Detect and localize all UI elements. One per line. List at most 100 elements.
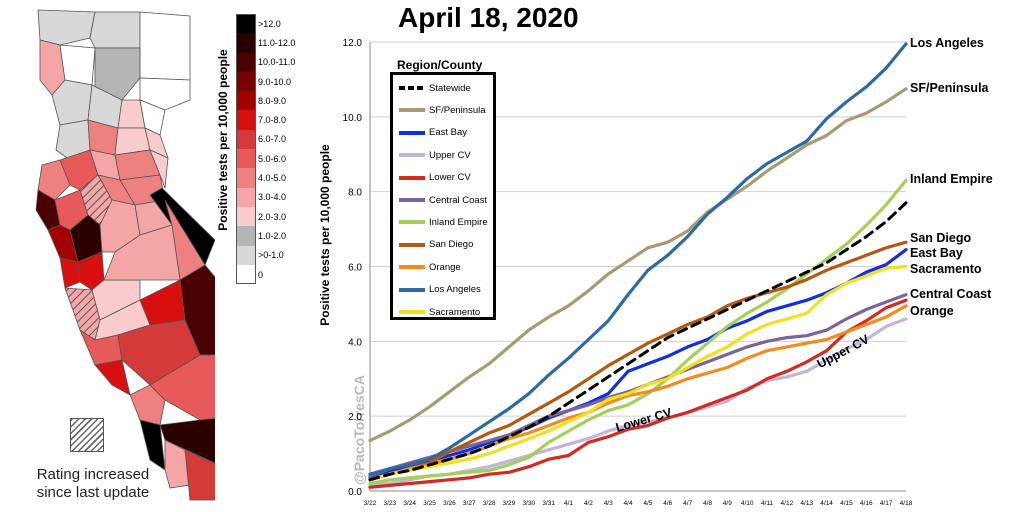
legend-swatch-label: 7.0-8.0 xyxy=(258,115,287,126)
x-tick-label: 4/4 xyxy=(624,500,633,507)
chart-legend-swatch xyxy=(399,220,425,225)
end-label: SF/Peninsula xyxy=(910,80,989,95)
legend-swatch xyxy=(236,168,256,188)
legend-swatch-label: >12.0 xyxy=(258,18,281,29)
x-tick-label: 4/16 xyxy=(860,500,873,507)
legend-swatch xyxy=(236,187,256,207)
legend-swatch-label: 1.0-2.0 xyxy=(258,230,287,241)
chart-legend-swatch xyxy=(399,86,425,90)
hatch-pattern-key xyxy=(70,418,104,452)
legend-swatch-label: 9.0-10.0 xyxy=(258,76,292,87)
chart-legend-item: Inland Empire xyxy=(399,215,488,229)
chart-legend-item: Upper CV xyxy=(399,148,471,162)
end-label: Inland Empire xyxy=(910,172,993,187)
x-tick-label: 3/29 xyxy=(503,500,516,507)
county-region xyxy=(139,11,191,81)
legend-swatch xyxy=(236,149,256,169)
legend-swatch-row: 5.0-6.0 xyxy=(236,149,295,169)
legend-swatch-row: 6.0-7.0 xyxy=(236,129,295,150)
x-tick-label: 4/6 xyxy=(663,500,672,507)
y-tick-label: 10.0 xyxy=(343,113,363,124)
x-tick-label: 3/23 xyxy=(384,500,397,507)
legend-swatch xyxy=(236,71,256,92)
chart-legend-item: Lower CV xyxy=(399,171,471,185)
series-line-lower-cv xyxy=(368,298,908,489)
county-region xyxy=(129,384,166,426)
county-region xyxy=(59,257,81,289)
chart-legend-item: Los Angeles xyxy=(399,283,481,297)
x-tick-label: 3/24 xyxy=(403,500,416,507)
chart-legend-label: Statewide xyxy=(429,82,471,94)
chart-legend-label: Sacramento xyxy=(429,306,481,318)
hatch-note: Rating increased since last update xyxy=(36,466,150,501)
y-tick-label: 0.0 xyxy=(348,487,362,498)
legend-swatch-label: 6.0-7.0 xyxy=(258,134,287,145)
x-tick-label: 3/30 xyxy=(522,500,535,507)
legend-swatch xyxy=(236,33,256,53)
x-tick-label: 4/3 xyxy=(604,500,613,507)
x-tick-label: 4/18 xyxy=(900,500,913,507)
x-tick-label: 3/28 xyxy=(483,500,496,507)
legend-swatch xyxy=(236,206,256,227)
series-line-sacramento xyxy=(368,264,908,482)
county-region xyxy=(149,187,215,266)
chart-legend-label: Upper CV xyxy=(429,149,471,161)
chart-legend-swatch xyxy=(399,153,425,158)
end-label: San Diego xyxy=(910,231,972,246)
county-region xyxy=(103,224,181,281)
chart-legend-swatch xyxy=(399,287,425,292)
y-tick-label: 12.0 xyxy=(343,38,363,49)
chart-legend-label: San Diego xyxy=(429,239,474,251)
legend-swatch xyxy=(236,110,256,130)
county-region xyxy=(94,359,131,396)
map-legend-title: Positive tests per 10,000 people xyxy=(216,49,230,231)
x-tick-label: 3/31 xyxy=(542,500,555,507)
county-region xyxy=(139,77,191,111)
x-tick-label: 3/25 xyxy=(423,500,436,507)
county-region xyxy=(94,47,141,101)
legend-swatch-row: >0-1.0 xyxy=(236,245,295,265)
series-line-east-bay xyxy=(368,248,908,480)
county-region xyxy=(184,449,215,501)
x-tick-label: 3/27 xyxy=(463,500,476,507)
chart-legend-swatch xyxy=(399,310,425,314)
end-label: Los Angeles xyxy=(910,35,984,50)
x-tick-label: 4/13 xyxy=(800,500,813,507)
series-line-sf-peninsula xyxy=(368,87,908,443)
y-tick-label: 8.0 xyxy=(348,188,362,199)
legend-swatch-row: 4.0-5.0 xyxy=(236,168,295,188)
california-county-map xyxy=(35,9,215,501)
chart-legend-item: Central Coast xyxy=(399,193,487,207)
legend-swatch-row: 8.0-9.0 xyxy=(236,91,295,111)
series-line-los-angeles xyxy=(368,42,908,476)
legend-swatch xyxy=(236,245,256,265)
county-region xyxy=(37,9,96,46)
y-tick-label: 4.0 xyxy=(348,337,362,348)
chart-legend-swatch xyxy=(399,175,425,180)
legend-swatch xyxy=(236,52,256,72)
chart-legend-label: Central Coast xyxy=(429,194,488,206)
line-chart: 0.0 2.0 4.0 6.0 8.0 10.0 12.0 3/22 3/23 3/24 3/25 3… xyxy=(343,38,913,507)
x-tick-label: 4/8 xyxy=(703,500,712,507)
chart-legend-label: East Bay xyxy=(429,127,468,139)
legend-swatch-row: 9.0-10.0 xyxy=(236,71,295,92)
series-line-statewide xyxy=(368,201,908,482)
chart-legend-label: SF/Peninsula xyxy=(429,104,486,116)
chart-legend-item: Sacramento xyxy=(399,305,480,319)
x-tick-label: 4/5 xyxy=(643,500,652,507)
chart-legend-swatch xyxy=(399,242,425,247)
map-legend: >12.0 11.0-12.0 10.0-11.0 9.0-10.0 8.0-9.0 7.… xyxy=(236,14,295,285)
x-tick-label: 4/10 xyxy=(741,500,754,507)
legend-swatch-label: 2.0-3.0 xyxy=(258,211,287,222)
x-tick-label: 3/26 xyxy=(443,500,456,507)
x-tick-label: 4/15 xyxy=(840,500,853,507)
x-tick-label: 4/11 xyxy=(761,500,774,507)
legend-swatch-row: 11.0-12.0 xyxy=(236,33,295,53)
legend-swatch-label: 5.0-6.0 xyxy=(258,153,287,164)
county-region xyxy=(149,149,169,189)
legend-swatch-label: >0-1.0 xyxy=(258,250,284,261)
x-tick-label: 4/2 xyxy=(584,500,593,507)
series-line-san-diego xyxy=(368,240,908,482)
county-region xyxy=(59,44,96,86)
legend-swatch xyxy=(236,226,256,246)
